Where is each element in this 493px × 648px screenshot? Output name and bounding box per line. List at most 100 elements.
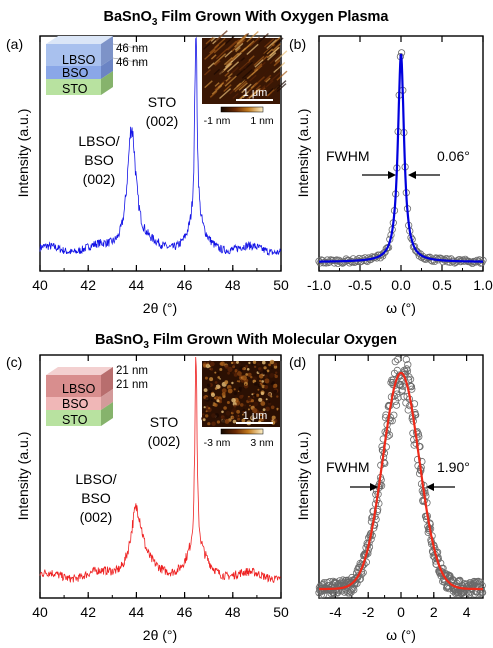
svg-text:BSO: BSO <box>62 397 89 411</box>
data-point <box>394 355 402 363</box>
x-tick-label: 0.5 <box>432 277 452 293</box>
afm-grain <box>236 360 239 364</box>
afm-grain <box>268 363 271 367</box>
afm-grain <box>240 403 244 407</box>
afm-grain <box>249 404 251 407</box>
afm-terrace <box>211 84 223 95</box>
afm-grain <box>260 391 264 396</box>
afm-terrace <box>215 48 228 60</box>
afm-terrace <box>205 36 214 45</box>
afm-terrace <box>230 58 242 69</box>
afm-grain <box>233 372 238 377</box>
x-tick-label: 48 <box>225 277 241 293</box>
afm-grain <box>270 382 273 386</box>
afm-grain <box>238 380 241 383</box>
xlabel-b: ω (°) <box>386 300 416 316</box>
afm-terrace <box>232 92 239 99</box>
afm-grain <box>232 419 237 424</box>
afm-grain <box>239 395 244 399</box>
afm-grain <box>242 367 245 371</box>
panel-label-d: (d) <box>289 354 306 370</box>
afm-terrace <box>219 88 232 100</box>
afm-grain <box>224 364 229 369</box>
afm-grain <box>238 388 242 392</box>
afm-grain <box>231 416 235 419</box>
afm-terrace <box>238 82 248 91</box>
afm-grain <box>203 406 206 409</box>
data-point <box>372 490 380 498</box>
afm-grain <box>263 414 267 418</box>
afm-grain <box>216 399 220 403</box>
afm-terrace <box>273 61 286 74</box>
afm-terrace <box>253 55 265 67</box>
afm-terrace <box>246 68 259 80</box>
afm-grain <box>264 384 269 390</box>
afm-terrace <box>234 80 247 93</box>
afm-terrace <box>213 69 225 80</box>
afm-grain <box>256 416 260 420</box>
afm-grain <box>205 363 211 369</box>
afm-grain <box>242 408 245 412</box>
data-point <box>381 248 389 256</box>
afm-grain <box>226 401 230 404</box>
afm-terrace <box>225 76 231 82</box>
afm-terrace <box>213 42 226 54</box>
afm-terrace <box>224 35 235 45</box>
afm-terrace <box>245 88 259 101</box>
afm-terrace <box>274 50 288 63</box>
afm-terrace <box>223 57 233 66</box>
afm-grain <box>214 381 218 384</box>
afm-grain <box>244 413 247 416</box>
afm-grain <box>245 365 249 368</box>
x-tick-label: 42 <box>80 277 96 293</box>
afm-grain <box>252 360 257 364</box>
afm-terrace <box>267 52 277 61</box>
data-point <box>350 258 358 266</box>
data-point <box>347 588 355 596</box>
afm-grain <box>221 392 226 397</box>
svg-text:BSO: BSO <box>81 490 111 506</box>
data-point <box>386 417 394 425</box>
data-point <box>390 411 398 419</box>
svg-text:LBSO: LBSO <box>62 53 96 67</box>
afm-grain <box>261 380 265 383</box>
panel-label-a: (a) <box>6 36 23 52</box>
afm-grain <box>242 410 245 414</box>
afm-grain <box>263 366 267 370</box>
afm-terrace <box>269 71 281 82</box>
afm-grain <box>227 371 231 375</box>
afm-grain <box>237 417 241 421</box>
fwhm-annotation-b: FWHM 0.06° <box>326 148 470 179</box>
data-point <box>402 355 410 363</box>
afm-terrace <box>210 54 217 60</box>
afm-terrace <box>257 85 266 93</box>
data-point <box>377 251 386 259</box>
afm-terrace <box>251 47 258 53</box>
ticks: 40 42 44 46 48 50 -1.0 -0.5 0.0 0.5 1.040 42 44 46 48 5… <box>32 36 493 620</box>
afm-grain <box>211 421 216 426</box>
afm-terrace <box>225 55 238 66</box>
afm-grain <box>224 418 230 424</box>
afm-grain <box>216 420 220 424</box>
afm-terrace <box>269 53 281 65</box>
afm-grain <box>224 380 229 385</box>
data-point <box>380 458 388 466</box>
afm-grain <box>276 407 279 410</box>
xlabel-c: 2θ (°) <box>143 627 177 643</box>
afm-grain <box>238 362 241 365</box>
svg-text:STO: STO <box>62 413 88 427</box>
x-tick-label: 50 <box>273 277 289 293</box>
afm-grain <box>252 407 258 414</box>
afm-grain <box>251 393 254 396</box>
svg-text:FWHM: FWHM <box>326 148 370 164</box>
afm-terrace <box>234 42 244 51</box>
fit-line-(d) <box>319 371 483 591</box>
fwhm-annotation-d: FWHM 1.90° <box>326 459 470 491</box>
afm-grain <box>219 362 223 366</box>
afm-terrace <box>241 83 252 94</box>
peak-label-lbso-a: LBSO/ BSO (002) <box>78 133 119 187</box>
afm-grain <box>204 376 208 380</box>
afm-grain <box>206 407 212 413</box>
afm-terrace <box>226 40 237 51</box>
afm-grain <box>232 365 236 369</box>
